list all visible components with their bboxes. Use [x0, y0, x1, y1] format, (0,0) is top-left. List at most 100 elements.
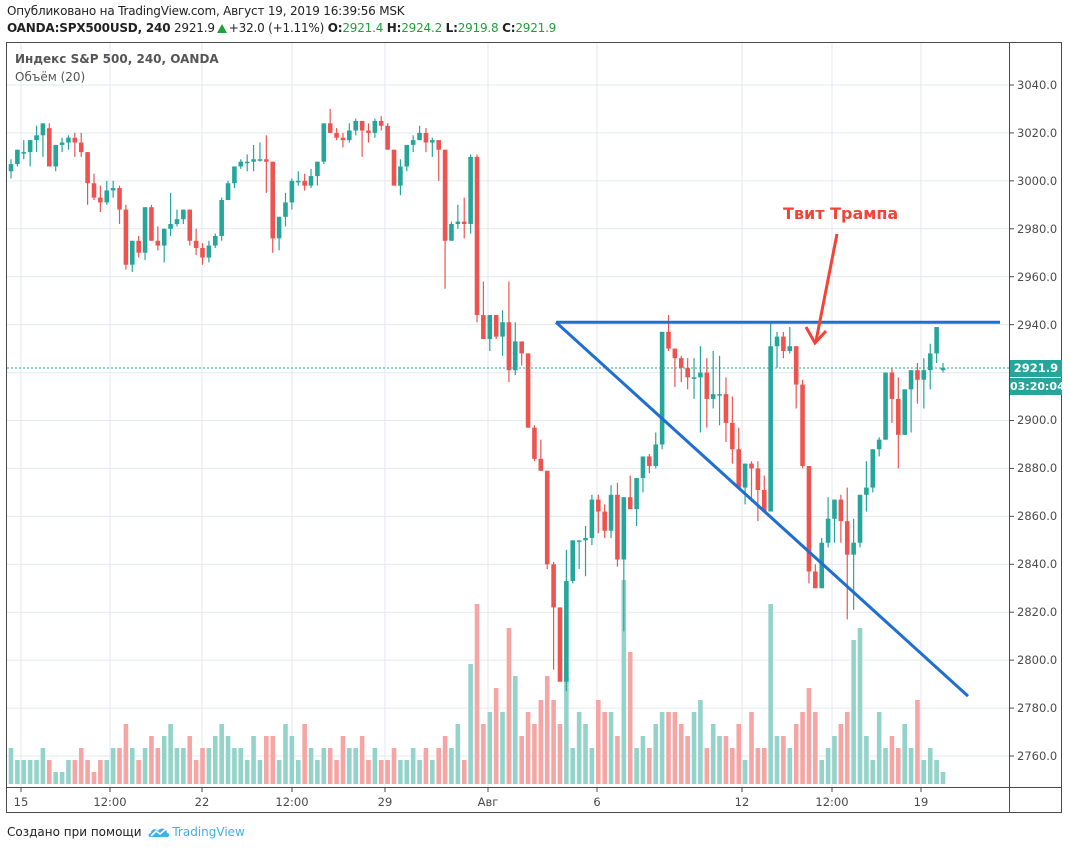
volume-bar [647, 748, 652, 784]
volume-bar [793, 724, 799, 784]
candle-body [781, 336, 786, 352]
volume-bar [193, 760, 199, 784]
candle-body [825, 518, 831, 543]
candle-body [232, 166, 237, 184]
candle-body [832, 499, 837, 519]
price-tick-label: 2960.0 [1017, 269, 1058, 284]
volume-bar [219, 724, 224, 784]
created-with-text: Создано при помощи [7, 825, 142, 839]
candle-body [372, 120, 378, 133]
candle-body [602, 511, 607, 531]
volume-bar [302, 724, 307, 784]
volume-bar [372, 748, 378, 784]
volume-bar [474, 604, 480, 784]
candle-body [423, 132, 429, 143]
volume-bar [640, 736, 646, 784]
published-caption: Опубликовано на TradingView.com, Август … [7, 4, 405, 18]
volume-bar [378, 760, 384, 784]
candle-body [455, 221, 461, 224]
volume-bar [391, 748, 397, 784]
volume-bar [264, 736, 269, 784]
volume-bar [98, 760, 103, 784]
candle-body [155, 240, 161, 246]
volume-bar [117, 748, 122, 784]
volume-bar [678, 724, 684, 784]
candle-body [353, 120, 359, 131]
volume-bar [838, 724, 844, 784]
price-tick-label: 2800.0 [1017, 653, 1058, 668]
annotation-arrow-icon [814, 233, 839, 342]
volume-bar [742, 760, 748, 784]
candle-body [634, 478, 639, 510]
price-tick-label: 2980.0 [1017, 221, 1058, 236]
candle-body [717, 394, 722, 396]
candle-body [161, 228, 167, 246]
candle-body [449, 223, 454, 241]
candle-body [896, 398, 901, 435]
volume-bar [15, 760, 20, 784]
volume-bar [857, 628, 863, 784]
candle-body [889, 372, 895, 399]
candle-body [149, 207, 154, 241]
candle-body [647, 456, 652, 467]
volume-bar [468, 664, 473, 784]
candle-body [838, 499, 844, 522]
candle-body [883, 372, 888, 440]
candle-body [915, 370, 920, 380]
volume-bar [672, 712, 678, 784]
candle-body [270, 161, 276, 239]
candle-body [308, 176, 314, 186]
volume-bar [934, 760, 939, 784]
price-tick-label: 2880.0 [1017, 461, 1058, 476]
volume-bar [927, 748, 933, 784]
volume-bar [295, 760, 301, 784]
volume-bar [187, 736, 193, 784]
candle-body [334, 132, 339, 138]
candle-body [787, 346, 793, 352]
time-tick-label: 12:00 [93, 795, 127, 809]
volume-bar [91, 772, 97, 784]
volume-bar [8, 748, 14, 784]
volume-bar [532, 724, 537, 784]
candle-body [506, 322, 512, 371]
volume-bar [576, 712, 582, 784]
tradingview-link[interactable]: TradingView [172, 825, 245, 839]
candle-body [187, 209, 193, 241]
candle-body [430, 140, 435, 143]
candle-body [264, 159, 269, 162]
candle-body [544, 470, 550, 565]
candle-body [206, 245, 212, 258]
high-value: 2924.2 [401, 21, 443, 35]
candle-body [851, 542, 856, 555]
candle-body [417, 132, 422, 141]
candle-body [806, 466, 812, 572]
candle-body [481, 315, 486, 340]
time-tick-label: 22 [194, 795, 210, 809]
volume-bar [244, 760, 250, 784]
candle-body [302, 180, 307, 186]
candle-body [359, 120, 365, 131]
volume-bar [864, 736, 869, 784]
volume-bar [634, 748, 639, 784]
volume-bar [72, 760, 78, 784]
candle-body [468, 156, 473, 224]
candle-body [78, 142, 84, 153]
price-tick-label: 2840.0 [1017, 557, 1058, 572]
candle-body [27, 140, 33, 153]
candle-body [66, 137, 71, 143]
volume-bar [430, 760, 435, 784]
volume-bar [602, 712, 607, 784]
volume-bar [78, 748, 84, 784]
candle-body [123, 209, 129, 265]
volume-bar [315, 760, 320, 784]
volume-bar [110, 748, 116, 784]
candle-body [40, 123, 46, 136]
volume-bar [736, 724, 742, 784]
candle-body [398, 166, 403, 186]
volume-bar [321, 748, 327, 784]
candle-body [225, 183, 231, 201]
candle-body [800, 384, 805, 467]
candle-body [557, 607, 563, 682]
volume-bar [59, 772, 65, 784]
